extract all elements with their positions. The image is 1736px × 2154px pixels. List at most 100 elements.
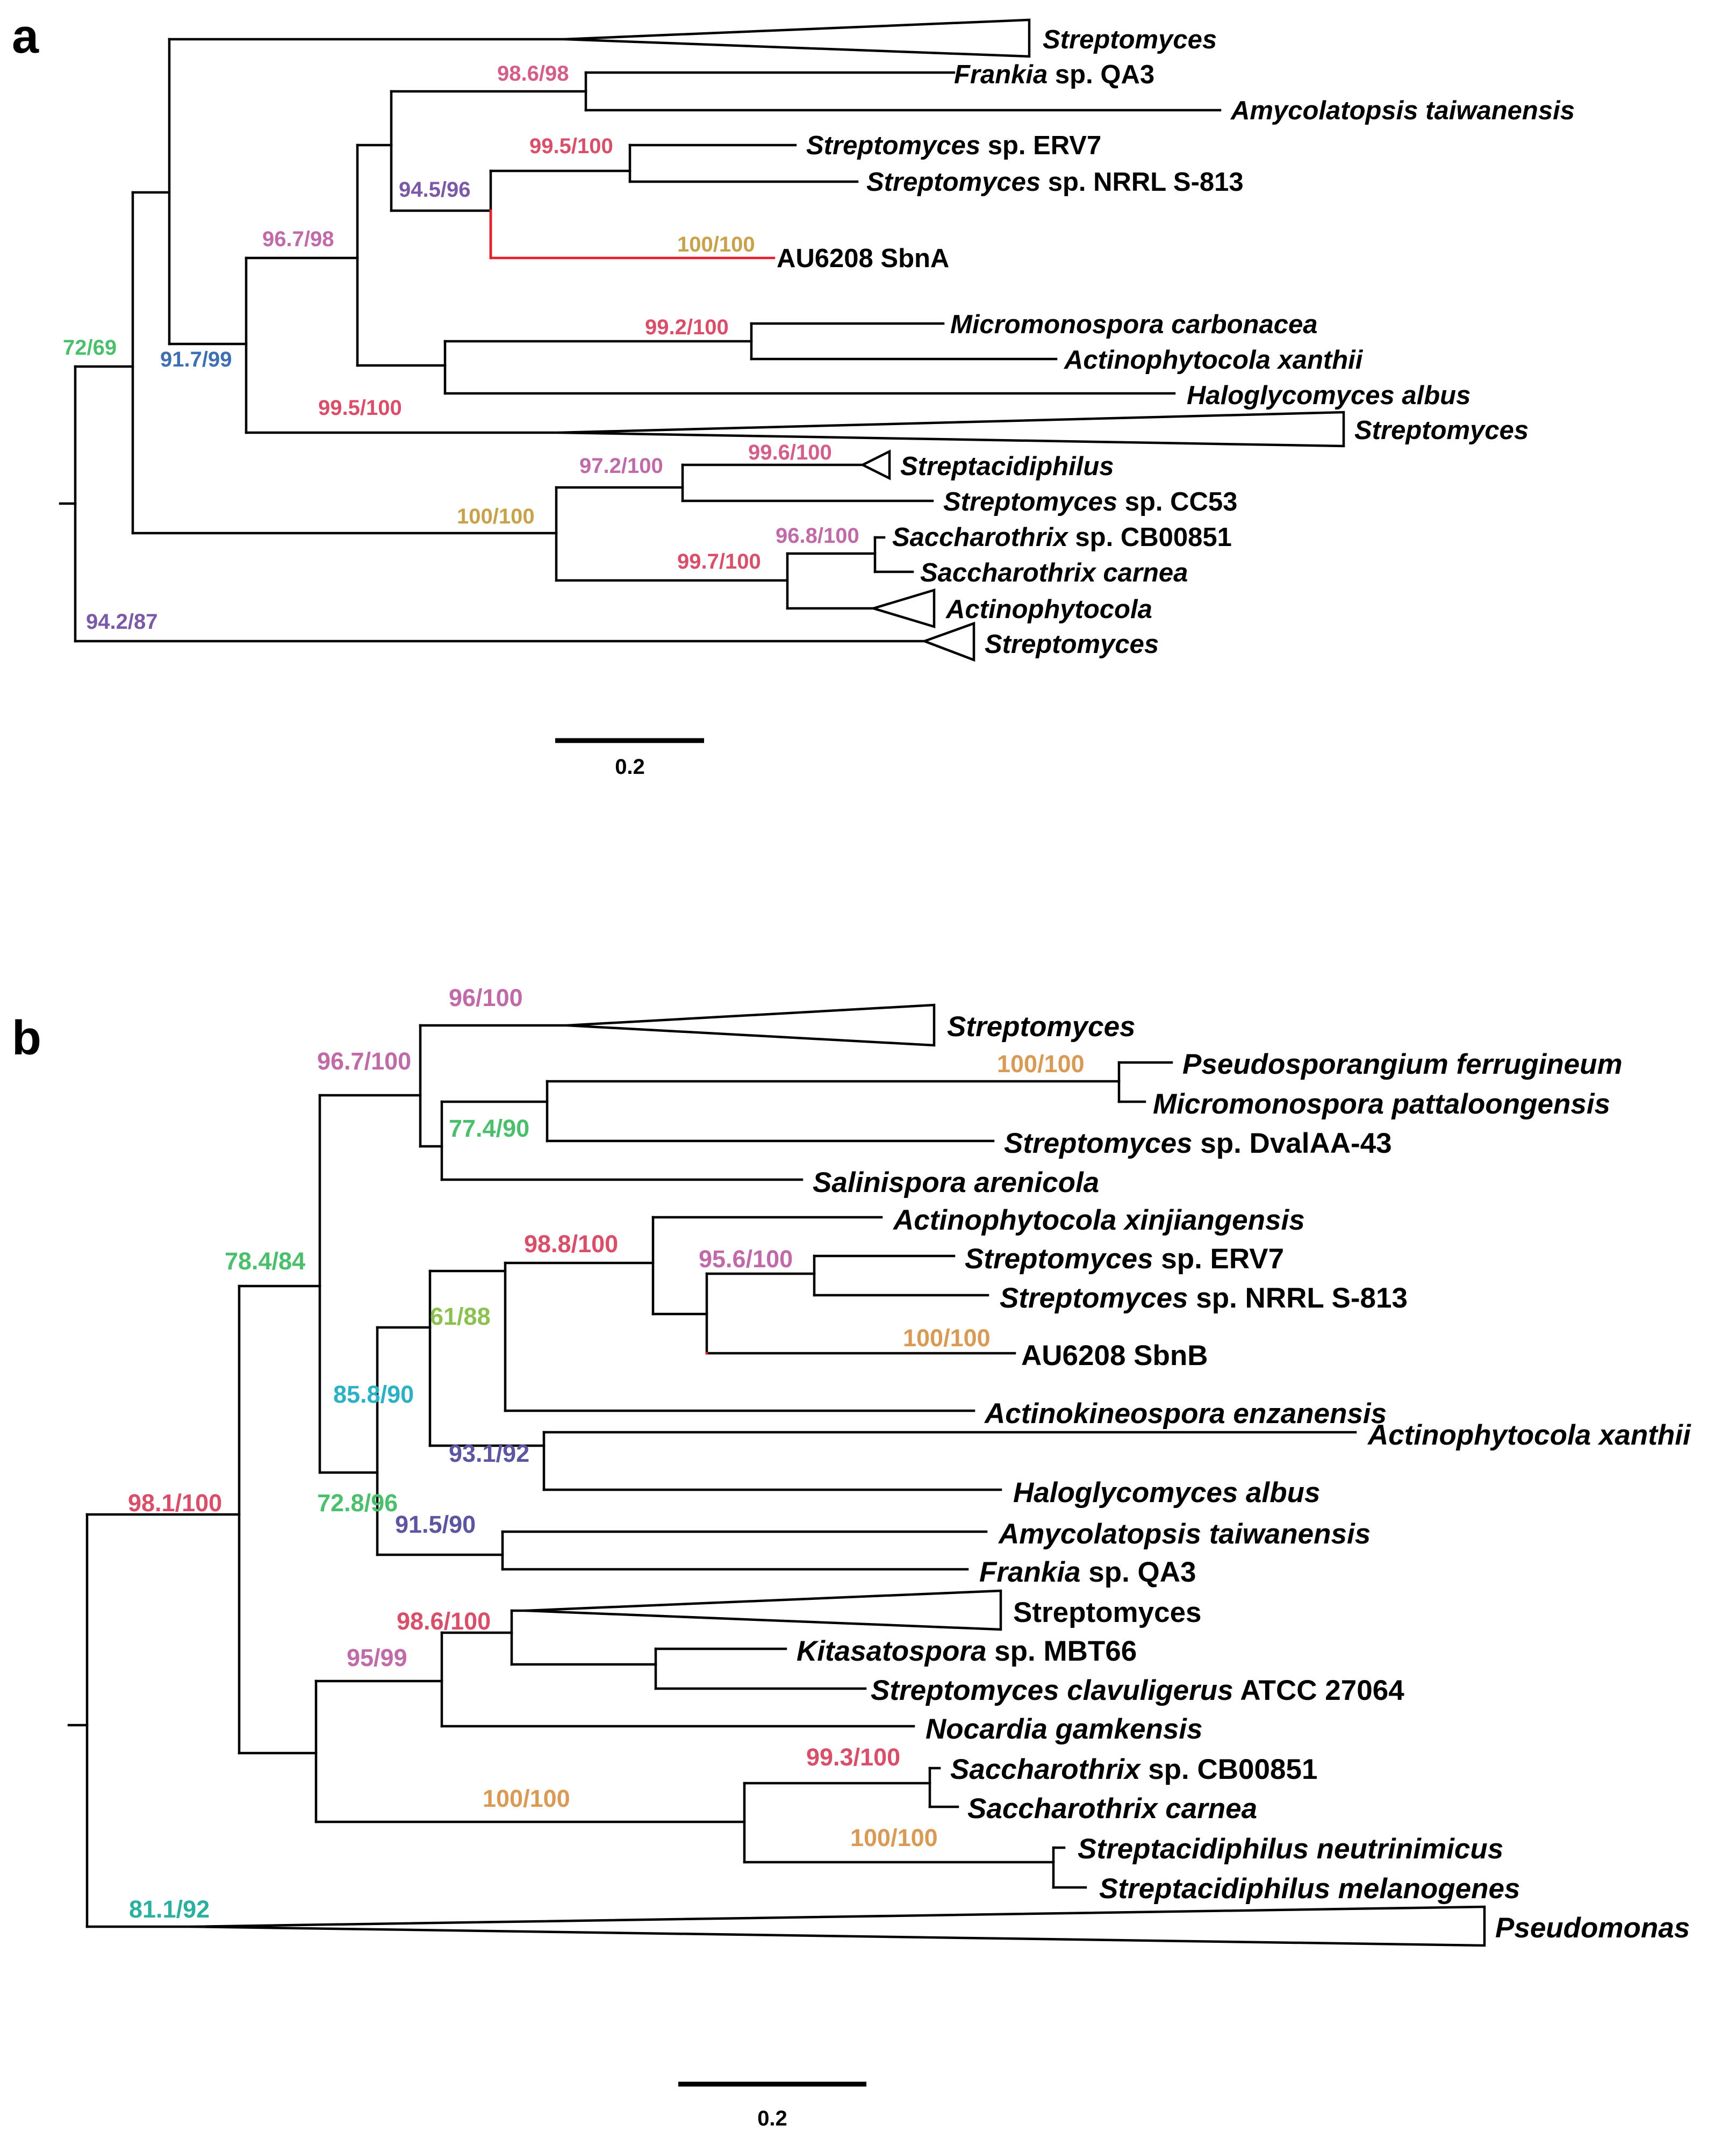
support-value: 91.7/99 xyxy=(160,348,232,371)
support-value: 96.8/100 xyxy=(776,524,859,548)
taxon-label: Streptomyces xyxy=(947,1011,1136,1043)
support-value: 100/100 xyxy=(850,1824,938,1851)
collapsed-clade-triangle xyxy=(564,18,1031,58)
support-value: 94.2/87 xyxy=(86,610,157,634)
support-value: 100/100 xyxy=(483,1785,570,1812)
taxon-label: Streptomyces xyxy=(1013,1597,1202,1628)
support-value: 98.1/100 xyxy=(128,1489,222,1517)
support-value: 100/100 xyxy=(457,505,535,528)
support-value: 78.4/84 xyxy=(225,1247,305,1275)
panel-a: a xyxy=(12,10,1575,779)
taxon-label: Kitasatospora sp. MBT66 xyxy=(797,1635,1137,1667)
support-value: 77.4/90 xyxy=(449,1115,529,1142)
support-value: 96/100 xyxy=(449,984,523,1011)
taxon-label: Saccharothrix sp. CB00851 xyxy=(892,523,1232,552)
taxon-label: Streptomyces xyxy=(1043,25,1217,54)
taxon-label: Amycolatopsis taiwanensis xyxy=(998,1518,1371,1550)
taxon-label: Micromonospora pattaloongensis xyxy=(1153,1088,1610,1120)
taxon-label: Streptomyces xyxy=(985,630,1159,659)
panel-b-branches xyxy=(67,1024,1357,1928)
support-value: 96.7/98 xyxy=(262,227,334,251)
collapsed-clade-triangle xyxy=(869,588,936,629)
support-value: 99.6/100 xyxy=(748,441,832,464)
taxon-label: Pseudomonas xyxy=(1495,1912,1690,1944)
taxon-label: AU6208 SbnA xyxy=(777,244,949,273)
collapsed-clade-triangle xyxy=(859,449,891,480)
support-value: 81.1/92 xyxy=(129,1895,210,1923)
panel-a-support-values: 98.6/98 99.5/100 94.5/96 100/100 96.7/98… xyxy=(63,62,859,634)
support-value: 98.6/98 xyxy=(497,62,569,85)
support-value: 100/100 xyxy=(903,1324,991,1352)
support-value: 99.3/100 xyxy=(806,1743,900,1771)
support-value: 99.2/100 xyxy=(645,315,729,339)
panel-a-letter: a xyxy=(12,10,39,63)
scale-bar-label: 0.2 xyxy=(615,755,645,779)
taxon-label: Streptacidiphilus xyxy=(900,452,1114,481)
taxon-label: Streptomyces sp. NRRL S-813 xyxy=(1000,1282,1408,1314)
support-value: 94.5/96 xyxy=(399,178,470,202)
taxon-label: Streptomyces xyxy=(1354,416,1529,445)
support-value: 97.2/100 xyxy=(579,454,663,478)
taxon-label: Salinispora arenicola xyxy=(813,1167,1099,1198)
support-value: 100/100 xyxy=(677,233,755,256)
taxon-label: Streptomyces clavuligerus ATCC 27064 xyxy=(871,1675,1404,1706)
taxon-label: Streptacidiphilus melanogenes xyxy=(1099,1873,1520,1905)
collapsed-clade-triangle xyxy=(525,1589,1002,1631)
support-value: 96.7/100 xyxy=(317,1047,411,1075)
support-value: 100/100 xyxy=(997,1050,1085,1078)
taxon-label: Streptomyces sp. ERV7 xyxy=(965,1243,1284,1275)
support-value: 99.5/100 xyxy=(318,396,402,420)
support-value: 61/88 xyxy=(430,1303,491,1330)
taxon-label: Saccharothrix carnea xyxy=(920,558,1188,587)
taxon-label: Actinophytocola xanthii xyxy=(1064,346,1364,375)
panel-b: b xyxy=(12,984,1691,2130)
panel-b-support-values: 96/100 96.7/100 100/100 77.4/90 78.4/84 … xyxy=(128,984,1085,1923)
taxon-label: Haloglycomyces albus xyxy=(1187,381,1470,410)
panel-b-collapsed-clades xyxy=(190,1003,1486,1947)
taxon-label: Streptacidiphilus neutrinimicus xyxy=(1078,1833,1503,1865)
panel-a-branches xyxy=(59,38,1222,643)
taxon-label: Saccharothrix sp. CB00851 xyxy=(950,1754,1317,1785)
taxon-label: Streptomyces sp. CC53 xyxy=(943,487,1237,516)
taxon-label: Frankia sp. QA3 xyxy=(979,1556,1196,1588)
collapsed-clade-triangle xyxy=(566,1003,936,1047)
support-value: 95/99 xyxy=(347,1644,407,1671)
support-value: 95.6/100 xyxy=(699,1245,793,1273)
support-value: 91.5/90 xyxy=(395,1511,476,1538)
support-value: 72/69 xyxy=(63,336,117,360)
taxon-label: Streptomyces sp. NRRL S-813 xyxy=(866,168,1244,197)
collapsed-clade-triangle xyxy=(921,621,975,662)
panel-a-taxa: Streptomyces Frankia sp. QA3 Amycolatops… xyxy=(777,25,1575,659)
taxon-label: Pseudosporangium ferrugineum xyxy=(1182,1049,1623,1080)
support-value: 93.1/92 xyxy=(449,1440,529,1467)
taxon-label: Actinokineospora enzanensis xyxy=(984,1398,1387,1430)
panel-b-taxa: Streptomyces Pseudosporangium ferrugineu… xyxy=(797,1011,1691,1944)
collapsed-clade-triangle xyxy=(558,411,1345,448)
panel-a-scale-bar: 0.2 xyxy=(555,738,704,779)
support-value: 98.8/100 xyxy=(524,1230,618,1258)
support-value: 99.5/100 xyxy=(529,134,613,158)
panel-a-collapsed-clades xyxy=(558,18,1345,662)
taxon-label: Frankia sp. QA3 xyxy=(954,60,1154,89)
taxon-label: AU6208 SbnB xyxy=(1021,1340,1208,1372)
taxon-label: Amycolatopsis taiwanensis xyxy=(1230,96,1575,125)
support-value: 98.6/100 xyxy=(397,1607,491,1635)
support-value: 85.8/90 xyxy=(333,1381,414,1408)
support-value: 99.7/100 xyxy=(677,550,761,573)
scale-bar-label: 0.2 xyxy=(757,2107,787,2130)
taxon-label: Saccharothrix carnea xyxy=(967,1793,1257,1825)
taxon-label: Actinophytocola xinjiangensis xyxy=(892,1204,1305,1236)
taxon-label: Actinophytocola xanthii xyxy=(1367,1419,1691,1451)
taxon-label: Streptomyces sp. DvalAA-43 xyxy=(1004,1128,1392,1159)
panel-a-highlight-branch xyxy=(489,209,776,260)
panel-b-scale-bar: 0.2 xyxy=(678,2081,866,2130)
taxon-label: Actinophytocola xyxy=(945,595,1152,624)
panel-b-letter: b xyxy=(12,1011,41,1065)
taxon-label: Haloglycomyces albus xyxy=(1013,1477,1320,1509)
taxon-label: Micromonospora carbonacea xyxy=(950,310,1317,339)
collapsed-clade-triangle xyxy=(190,1905,1486,1947)
taxon-label: Nocardia gamkensis xyxy=(926,1713,1203,1745)
support-value: 72.8/96 xyxy=(317,1489,398,1517)
